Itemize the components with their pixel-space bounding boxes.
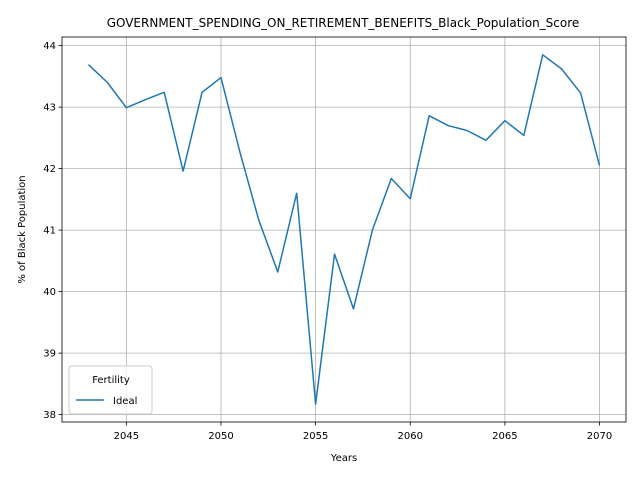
x-axis: 2045 2050 2055 2060 2065 2070 — [114, 422, 612, 442]
y-tick-label: 42 — [43, 164, 56, 175]
y-tick-label: 40 — [43, 287, 56, 298]
y-tick-label: 39 — [43, 349, 56, 360]
plot-frame — [61, 36, 627, 423]
chart-title: GOVERNMENT_SPENDING_ON_RETIREMENT_BENEFI… — [107, 16, 580, 30]
x-tick-label: 2050 — [208, 431, 233, 442]
y-axis-label: % of Black Population — [17, 175, 28, 283]
x-tick-label: 2065 — [492, 431, 517, 442]
y-tick-label: 44 — [43, 41, 56, 52]
x-tick-label: 2060 — [398, 431, 423, 442]
y-tick-label: 38 — [43, 410, 56, 421]
x-tick-label: 2070 — [587, 431, 612, 442]
x-axis-label: Years — [330, 453, 357, 464]
plot-series — [87, 54, 601, 405]
series-line-ideal — [87, 54, 601, 405]
x-tick-label: 2045 — [114, 431, 139, 442]
y-tick-label: 43 — [43, 103, 56, 114]
legend-title: Fertility — [92, 375, 130, 386]
y-axis: 38 39 40 41 42 43 44 — [43, 41, 62, 421]
legend-box — [68, 365, 153, 415]
x-tick-label: 2055 — [303, 431, 328, 442]
legend: Fertility Ideal — [68, 365, 153, 415]
grid-lines — [62, 37, 626, 422]
legend-entry-ideal: Ideal — [113, 396, 137, 407]
y-tick-label: 41 — [43, 226, 56, 237]
